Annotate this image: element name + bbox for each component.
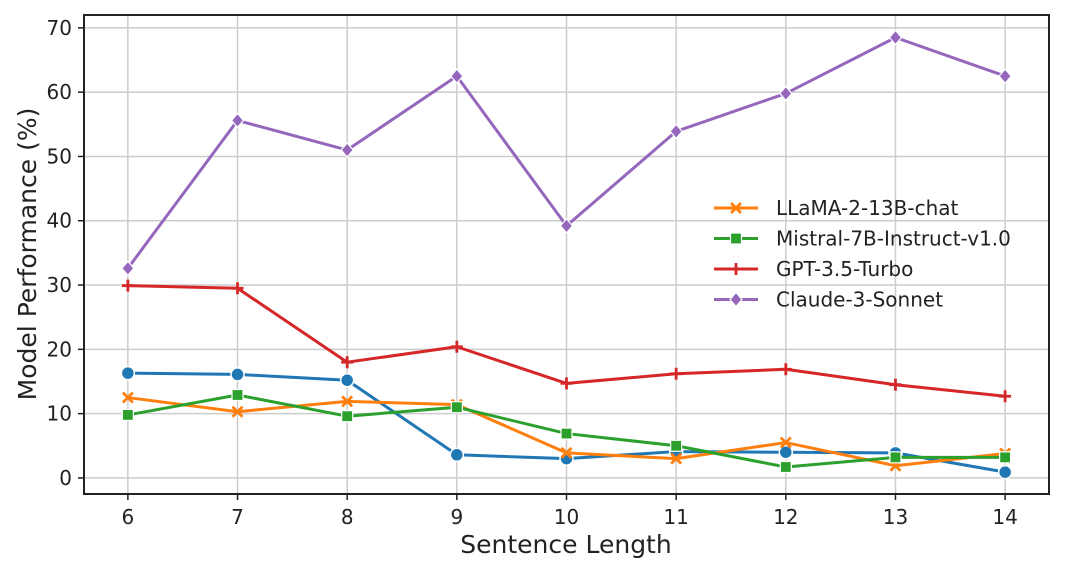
legend: LLaMA-2-13B-chat Mistral-7B-Instruct-v1.0…: [714, 196, 1011, 312]
data-point: [778, 444, 794, 460]
data-point: [339, 372, 355, 388]
data-point: [450, 68, 464, 85]
data-point: [997, 464, 1013, 480]
data-point: [449, 447, 465, 463]
y-tick-label: 50: [47, 144, 72, 168]
data-point: [779, 363, 792, 376]
legend-item: Claude-3-Sonnet: [714, 288, 943, 312]
y-tick-label: 60: [47, 80, 72, 104]
data-point: [341, 410, 354, 423]
data-point: [888, 29, 903, 46]
data-point: [341, 395, 354, 408]
data-point: [669, 123, 683, 140]
legend-marker: [729, 232, 743, 245]
data-point: [121, 408, 134, 422]
x-tick-label: 10: [554, 505, 579, 529]
series-4: [121, 29, 1012, 277]
x-tick-label: 12: [773, 505, 798, 529]
data-point: [121, 260, 135, 277]
data-point: [889, 378, 902, 391]
legend-label: LLaMA-2-13B-chat: [776, 196, 959, 220]
data-point: [998, 68, 1012, 85]
legend-item: LLaMA-2-13B-chat: [714, 196, 959, 220]
data-point: [450, 340, 463, 353]
legend-marker: [730, 202, 742, 214]
data-point: [340, 142, 354, 158]
series-3: [121, 279, 1012, 403]
x-tick-label: 14: [992, 505, 1017, 529]
legend-label: Claude-3-Sonnet: [776, 288, 943, 312]
data-point: [779, 436, 792, 449]
legend-marker: [729, 291, 743, 308]
y-tick-label: 10: [47, 402, 72, 426]
data-point: [121, 391, 134, 404]
data-point: [779, 460, 792, 474]
data-point: [559, 217, 574, 234]
grid: [84, 15, 1049, 494]
data-point: [231, 282, 244, 295]
y-tick-label: 70: [47, 16, 72, 40]
data-point: [120, 365, 136, 381]
series-2: [121, 388, 1012, 474]
series-layer: [120, 29, 1013, 480]
data-point: [999, 390, 1012, 403]
y-axis-label: Model Performance (%): [13, 108, 42, 401]
x-tick-label: 9: [450, 505, 463, 529]
data-point: [230, 112, 245, 129]
legend-marker: [730, 263, 742, 275]
x-tick-label: 7: [231, 505, 244, 529]
data-point: [999, 451, 1012, 464]
data-point: [230, 367, 245, 382]
x-axis: 6 7 8 9 10 11 12 13 14: [121, 494, 1018, 529]
legend-label: Mistral-7B-Instruct-v1.0: [776, 227, 1011, 251]
data-point: [670, 367, 683, 380]
data-point: [670, 439, 683, 452]
data-point: [889, 451, 902, 464]
data-point: [121, 279, 134, 292]
data-point: [779, 85, 793, 102]
legend-label: GPT-3.5-Turbo: [776, 257, 913, 281]
data-point: [231, 388, 244, 402]
y-tick-label: 0: [59, 466, 72, 490]
x-tick-label: 8: [341, 505, 354, 529]
x-tick-label: 6: [121, 505, 134, 529]
y-tick-label: 30: [47, 273, 72, 297]
x-tick-label: 11: [663, 505, 688, 529]
x-axis-label: Sentence Length: [460, 530, 671, 559]
y-tick-label: 20: [47, 337, 72, 361]
data-point: [560, 446, 573, 459]
data-point: [560, 427, 573, 440]
data-point: [231, 405, 244, 418]
data-point: [560, 377, 573, 390]
y-tick-label: 40: [47, 209, 72, 233]
data-point: [341, 356, 354, 369]
data-point: [670, 452, 683, 465]
y-axis: 0 10 20 30 40 50 60 70: [47, 16, 84, 490]
x-tick-label: 13: [883, 505, 908, 529]
data-point: [450, 401, 463, 414]
legend-item: GPT-3.5-Turbo: [714, 257, 913, 281]
legend-item: Mistral-7B-Instruct-v1.0: [714, 227, 1011, 251]
